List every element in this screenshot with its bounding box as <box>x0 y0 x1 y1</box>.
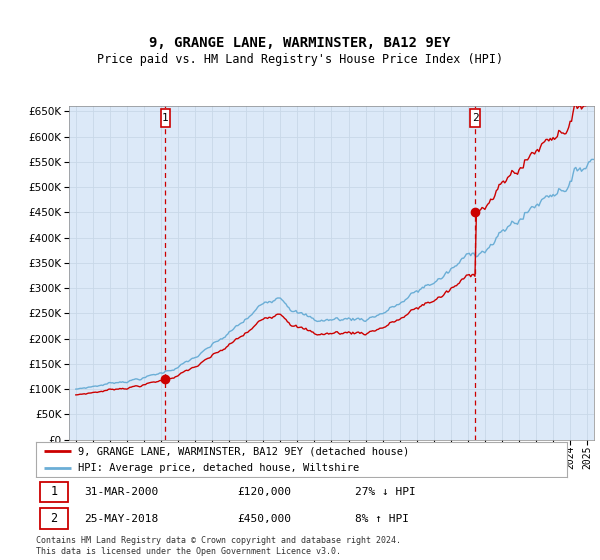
Text: Contains HM Land Registry data © Crown copyright and database right 2024.
This d: Contains HM Land Registry data © Crown c… <box>36 536 401 556</box>
Text: 9, GRANGE LANE, WARMINSTER, BA12 9EY: 9, GRANGE LANE, WARMINSTER, BA12 9EY <box>149 36 451 50</box>
Text: 25-MAY-2018: 25-MAY-2018 <box>84 514 158 524</box>
Bar <box>40 482 68 502</box>
Text: 31-MAR-2000: 31-MAR-2000 <box>84 487 158 497</box>
Text: £120,000: £120,000 <box>238 487 292 497</box>
Bar <box>161 109 170 127</box>
Text: 1: 1 <box>162 113 169 123</box>
Text: 8% ↑ HPI: 8% ↑ HPI <box>355 514 409 524</box>
Text: £450,000: £450,000 <box>238 514 292 524</box>
Bar <box>470 109 480 127</box>
Text: 9, GRANGE LANE, WARMINSTER, BA12 9EY (detached house): 9, GRANGE LANE, WARMINSTER, BA12 9EY (de… <box>79 446 410 456</box>
Text: 1: 1 <box>50 486 58 498</box>
Text: 27% ↓ HPI: 27% ↓ HPI <box>355 487 415 497</box>
Text: 2: 2 <box>50 512 58 525</box>
Text: Price paid vs. HM Land Registry's House Price Index (HPI): Price paid vs. HM Land Registry's House … <box>97 53 503 66</box>
Text: HPI: Average price, detached house, Wiltshire: HPI: Average price, detached house, Wilt… <box>79 463 360 473</box>
Bar <box>40 508 68 529</box>
Text: 2: 2 <box>472 113 478 123</box>
